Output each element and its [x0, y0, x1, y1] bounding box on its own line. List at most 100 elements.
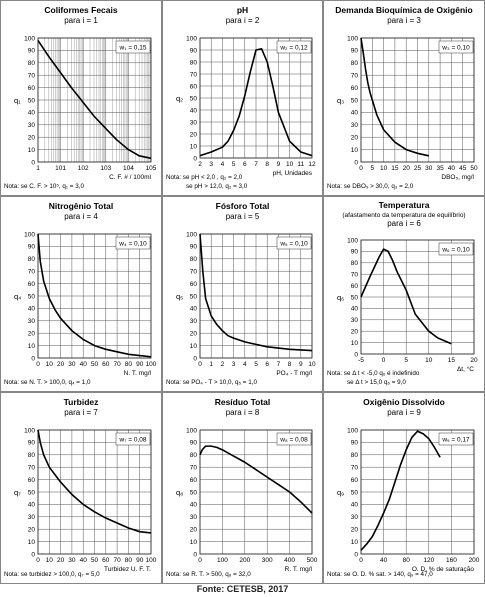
- weight-label: w₉ = 0,17: [441, 437, 470, 444]
- x-tick-label: 8: [288, 361, 292, 368]
- x-tick-label: 35: [436, 165, 444, 172]
- x-tick-label: 60: [102, 361, 110, 368]
- series-line: [37, 233, 152, 358]
- y-tick-label: 30: [190, 119, 198, 126]
- x-tick-label: 300: [262, 557, 273, 564]
- y-tick-label: 30: [190, 514, 198, 521]
- plot-frame: [37, 37, 152, 163]
- x-tick-label: 25: [414, 165, 422, 172]
- y-tick-label: 50: [351, 489, 359, 496]
- chart-note: Nota: se R. T. > 500, q₈ = 32,0: [166, 571, 251, 578]
- chart-note: Nota: se turbidez > 100,0, q₇ = 5,0: [4, 571, 100, 578]
- x-tick-label: 70: [113, 361, 121, 368]
- y-tick-label: 80: [190, 452, 198, 459]
- weight-label: w₄ = 0,10: [118, 241, 147, 248]
- x-tick-label: 104: [123, 165, 134, 172]
- x-axis-label: pH, Unidades: [273, 170, 313, 177]
- x-tick-label: 100: [146, 361, 157, 368]
- chart-title: Turbidez: [64, 397, 99, 407]
- y-tick-label: 80: [28, 256, 36, 263]
- weight-label: w₂ = 0,12: [279, 45, 308, 52]
- y-tick-label: 10: [190, 143, 198, 150]
- x-tick-label: 50: [91, 557, 99, 564]
- y-tick-label: 20: [28, 135, 36, 142]
- x-tick-label: 10: [380, 165, 388, 172]
- y-tick-label: 30: [190, 318, 198, 325]
- x-tick-label: 4: [243, 361, 247, 368]
- y-tick-label: 90: [190, 440, 198, 447]
- weight-box-frame: [115, 432, 151, 446]
- y-tick-label: 60: [28, 85, 36, 92]
- weight-box: w₅ = 0,10: [276, 236, 312, 250]
- x-tick-label: 101: [55, 165, 66, 172]
- y-tick-label: 0: [354, 551, 358, 558]
- x-tick-label: 0: [198, 557, 202, 564]
- x-tick-label: 80: [125, 361, 133, 368]
- x-tick-label: 11: [297, 161, 304, 168]
- y-tick-label: 60: [351, 477, 359, 484]
- x-tick-label: 1: [36, 165, 40, 172]
- chart-subtitle: para i = 9: [387, 408, 421, 417]
- y-tick-label: 20: [190, 527, 198, 534]
- y-axis-label: q₉: [337, 488, 344, 497]
- weight-box: w₃ = 0,10: [438, 40, 474, 54]
- weight-box-frame: [438, 432, 474, 446]
- x-tick-label: 0: [359, 165, 363, 172]
- y-tick-label: 40: [351, 502, 359, 509]
- y-tick-label: 80: [351, 60, 359, 67]
- y-tick-label: 70: [190, 465, 198, 472]
- series-line: [199, 47, 313, 157]
- x-tick-label: 45: [459, 165, 467, 172]
- x-tick-label: 20: [57, 361, 65, 368]
- y-tick-label: 100: [347, 35, 358, 42]
- y-tick-label: 20: [351, 527, 359, 534]
- x-tick-label: 0: [198, 361, 202, 368]
- chart-subtitle: para i = 5: [226, 212, 260, 221]
- y-tick-label: 0: [354, 351, 358, 358]
- chart-title: Temperatura: [379, 200, 430, 210]
- y-tick-label: 10: [351, 340, 359, 347]
- y-tick-label: 40: [190, 107, 198, 114]
- x-tick-label: 102: [78, 165, 89, 172]
- weight-box-frame: [115, 40, 151, 54]
- y-tick-label: 0: [193, 355, 197, 362]
- plot-frame: [360, 37, 475, 163]
- x-axis-label: C. F. # / 100ml: [109, 174, 151, 181]
- weight-box-frame: [115, 236, 151, 250]
- y-tick-label: 30: [351, 317, 359, 324]
- x-tick-label: 20: [403, 165, 411, 172]
- chart-note: Nota: se pH < 2,0 , q₂ = 2,0: [166, 174, 243, 181]
- y-tick-label: 0: [354, 159, 358, 166]
- y-tick-label: 70: [190, 269, 198, 276]
- y-tick-label: 40: [351, 306, 359, 313]
- y-tick-label: 80: [28, 452, 36, 459]
- chart-title: Demanda Bioquímica de Oxigênio: [335, 5, 472, 15]
- x-tick-label: 100: [146, 557, 157, 564]
- chart-subtitle: para i = 1: [64, 16, 98, 25]
- y-tick-label: 60: [190, 83, 198, 90]
- plot-frame: [199, 233, 313, 359]
- weight-box: w₂ = 0,12: [276, 40, 312, 54]
- chart-subtitle: para i = 8: [226, 408, 260, 417]
- y-tick-label: 80: [28, 60, 36, 67]
- x-axis-label: N. T. mg/l: [124, 370, 152, 377]
- weight-label: w₅ = 0,10: [279, 241, 308, 248]
- weight-box: w₆ = 0,10: [438, 242, 474, 256]
- y-tick-label: 100: [24, 35, 35, 42]
- y-tick-label: 60: [28, 281, 36, 288]
- panel-border: [323, 196, 485, 392]
- weight-box: w₉ = 0,17: [438, 432, 474, 446]
- y-tick-label: 60: [28, 477, 36, 484]
- weight-box: w₇ = 0,08: [115, 432, 151, 446]
- y-tick-label: 70: [28, 465, 36, 472]
- y-tick-label: 40: [190, 502, 198, 509]
- x-tick-label: 10: [46, 361, 54, 368]
- series-line: [199, 445, 313, 514]
- x-tick-label: 200: [469, 557, 480, 564]
- chart-note: Nota: se Δ t < -5,0 q₆ é indefinido: [327, 370, 420, 377]
